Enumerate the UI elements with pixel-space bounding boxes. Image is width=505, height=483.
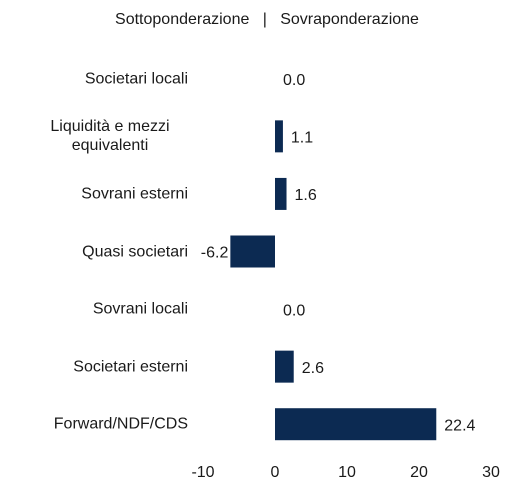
y-tick-label: Societari esterni <box>73 358 188 376</box>
y-tick-label: Sovrani locali <box>92 300 188 318</box>
bar <box>275 120 283 153</box>
y-tick-label: Quasi societari <box>82 243 188 260</box>
y-tick-label: Forward/NDF/CDS <box>53 415 188 433</box>
y-tick-label: Liquidità e mezzi equivalenti <box>50 118 170 155</box>
value-label: 1.1 <box>291 130 313 147</box>
y-tick-label: Sovrani esterni <box>81 185 188 203</box>
value-label: 22.4 <box>444 417 475 434</box>
x-tick-label: 10 <box>338 464 356 481</box>
x-tick-label: -10 <box>191 464 214 481</box>
bar <box>230 235 275 268</box>
chart-title: Sottoponderazione | Sovraponderazione <box>115 11 419 28</box>
x-tick-label: 30 <box>482 464 500 481</box>
bar <box>275 408 437 441</box>
x-tick-label: 20 <box>410 464 428 481</box>
y-tick-label: Societari locali <box>84 70 188 88</box>
value-label: 0.0 <box>283 72 305 89</box>
value-label: -6.2 <box>201 245 229 262</box>
bar <box>275 350 294 383</box>
value-label: 0.0 <box>283 302 305 319</box>
x-tick-label: 0 <box>271 464 280 481</box>
bar <box>275 177 287 210</box>
value-label: 2.6 <box>302 360 324 377</box>
value-label: 1.6 <box>295 187 317 204</box>
